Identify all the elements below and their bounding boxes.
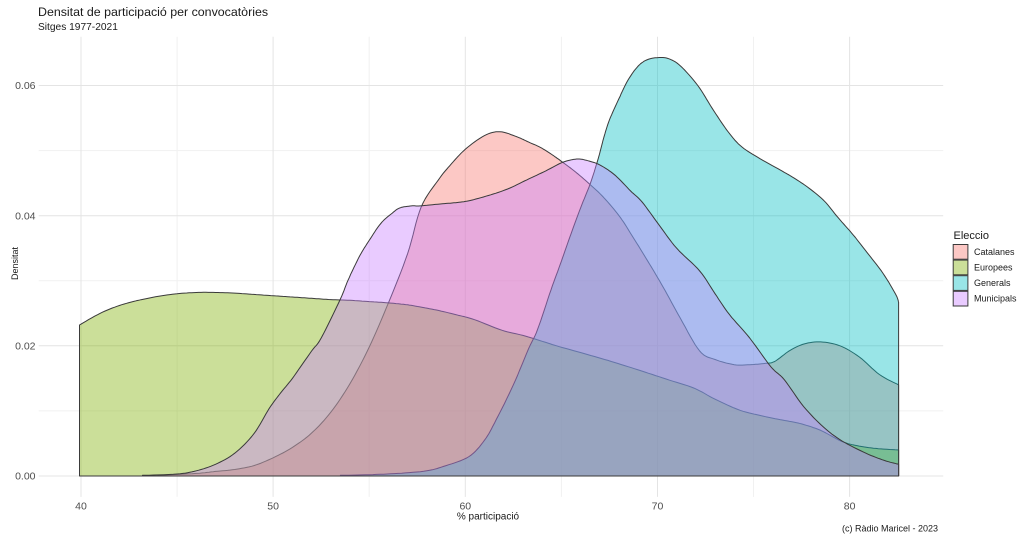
svg-text:0.04: 0.04 [15,210,36,222]
svg-text:Densitat de participació per c: Densitat de participació per convocatòri… [38,5,268,19]
svg-text:(c) Ràdio Maricel - 2023: (c) Ràdio Maricel - 2023 [842,524,938,534]
svg-text:0.02: 0.02 [15,341,36,353]
svg-text:70: 70 [652,501,664,513]
svg-text:0.00: 0.00 [15,471,36,483]
svg-text:40: 40 [75,501,87,513]
svg-text:Catalanes: Catalanes [974,247,1015,257]
svg-text:80: 80 [844,501,856,513]
svg-text:Municipals: Municipals [974,294,1017,304]
svg-text:60: 60 [459,501,471,513]
svg-text:% participació: % participació [457,512,520,523]
svg-text:Europees: Europees [974,262,1013,272]
svg-text:Eleccio: Eleccio [954,230,989,242]
svg-text:0.06: 0.06 [15,80,36,92]
svg-text:Generals: Generals [974,278,1011,288]
svg-text:50: 50 [267,501,279,513]
svg-text:Sitges 1977-2021: Sitges 1977-2021 [38,22,118,33]
svg-text:Densitat: Densitat [10,247,20,281]
